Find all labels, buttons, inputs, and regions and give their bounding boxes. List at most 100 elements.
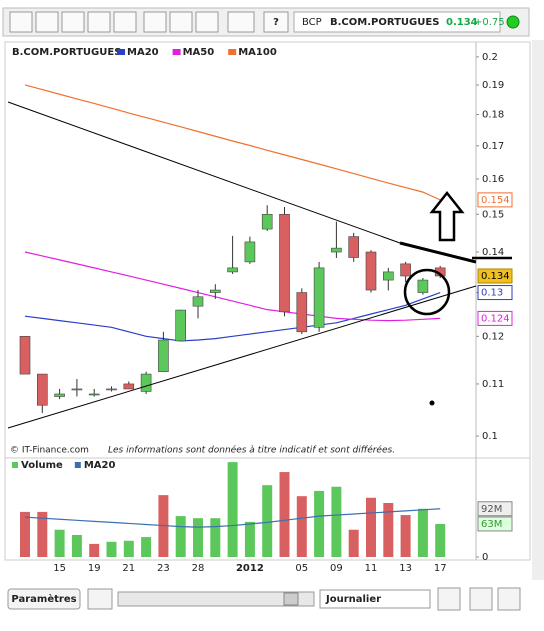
user-drawings — [7, 101, 512, 429]
candle-body — [123, 383, 135, 390]
copyright: © IT-Finance.com — [10, 446, 89, 456]
volume-bar — [175, 516, 186, 557]
candle-body — [227, 267, 238, 273]
period-select[interactable] — [319, 589, 431, 609]
tool-buttons[interactable] — [9, 11, 289, 33]
x-tick-label: 09 — [330, 563, 343, 574]
value-flag — [477, 268, 513, 284]
candle-body — [313, 267, 325, 328]
x-tick-label: 19 — [88, 563, 101, 574]
value-flag-label: 0.154 — [481, 195, 510, 206]
candle-body — [244, 241, 256, 263]
value-flag-label: 0.134 — [481, 271, 510, 282]
zoom-in[interactable] — [497, 587, 521, 611]
candle-body — [261, 213, 273, 230]
period-label: Journalier — [325, 594, 381, 605]
settings-button[interactable] — [7, 588, 81, 610]
y-tick-label: 0.1 — [482, 431, 498, 442]
volume-bar — [193, 518, 203, 557]
y-tick-label: 0.17 — [482, 141, 504, 152]
candle-body — [382, 271, 394, 281]
x-tick-label: 2012 — [236, 563, 264, 574]
disclaimer: Les informations sont données à titre in… — [108, 445, 395, 456]
legend-swatch — [117, 49, 125, 55]
legend-swatch — [228, 49, 237, 55]
legend-label: MA50 — [183, 47, 215, 58]
price: 0.134 — [446, 17, 478, 28]
y-tick-label: 0.18 — [482, 110, 504, 121]
value-flag — [477, 285, 513, 301]
volume-bar — [71, 534, 82, 557]
value-flag — [477, 192, 513, 208]
chart-title: B.COM.PORTUGUES — [12, 47, 121, 58]
candle-body — [54, 393, 65, 397]
status-light — [506, 15, 520, 29]
x-tick-label: 13 — [399, 563, 412, 574]
stock-name: B.COM.PORTUGUES — [330, 17, 439, 28]
legend-label: MA100 — [238, 47, 277, 58]
volume-bar — [383, 502, 394, 557]
legend-label: Volume — [21, 460, 63, 471]
volume-bar — [54, 529, 65, 557]
y-tick-label: 0.19 — [482, 80, 504, 91]
x-tick-label: 11 — [365, 563, 378, 574]
value-flag — [477, 310, 513, 326]
zoom-out[interactable] — [469, 587, 493, 611]
scroll-thumb[interactable] — [283, 592, 299, 606]
volume-bar — [37, 511, 48, 557]
x-tick-label: 15 — [53, 563, 66, 574]
ma-line — [24, 251, 441, 322]
ma-line — [24, 84, 441, 201]
x-tick-label: 28 — [192, 563, 205, 574]
candle-body — [175, 309, 186, 342]
x-tick-label: 05 — [295, 563, 308, 574]
legend-swatch — [172, 49, 181, 55]
volume-bar — [435, 523, 446, 557]
volume-bar — [141, 537, 152, 557]
zoom-fit[interactable] — [437, 587, 461, 611]
value-flag — [477, 501, 513, 517]
print-button[interactable] — [87, 588, 113, 610]
x-tick-label: 23 — [157, 563, 170, 574]
candle-body — [279, 213, 290, 313]
y-tick-label: 0.12 — [482, 331, 504, 342]
candle-body — [106, 388, 117, 391]
scrollbar[interactable] — [117, 591, 315, 607]
volume-bar — [106, 541, 117, 557]
volume-bar — [417, 508, 428, 557]
candle-body — [417, 279, 429, 293]
volume-bar — [400, 515, 411, 557]
candle-body — [192, 296, 204, 307]
volume-bar — [244, 521, 255, 557]
candle-body — [140, 373, 152, 392]
legend-label: MA20 — [127, 47, 159, 58]
candle-body — [88, 393, 100, 396]
y-tick-label: 0.14 — [482, 247, 504, 258]
volume-bar — [123, 540, 134, 557]
help-icon: ? — [273, 17, 279, 28]
x-tick-label: 21 — [122, 563, 135, 574]
value-flag-label: 63M — [481, 519, 502, 530]
ma-line — [24, 508, 441, 528]
volume-bar — [89, 543, 100, 557]
volume-bar — [20, 511, 30, 557]
candle-body — [158, 339, 169, 372]
y-tick-label: 0 — [482, 552, 488, 563]
x-tick-label: 17 — [434, 563, 447, 574]
candle-body — [365, 251, 377, 291]
legend-label: MA20 — [84, 460, 116, 471]
ma-line — [24, 291, 441, 342]
y-tick-label: 0.15 — [482, 209, 504, 220]
y-tick-label: 0.16 — [482, 174, 504, 185]
volume-bar — [331, 486, 342, 557]
volume-bar — [227, 462, 238, 557]
candle-body — [400, 263, 411, 277]
candle-body — [210, 289, 221, 293]
candle-body — [348, 236, 360, 258]
y-tick-label: 0.11 — [482, 379, 504, 390]
candle-body — [36, 373, 48, 406]
legend-swatch — [12, 462, 18, 468]
settings-label: Paramètres — [11, 593, 76, 605]
volume-panel — [4, 457, 531, 561]
